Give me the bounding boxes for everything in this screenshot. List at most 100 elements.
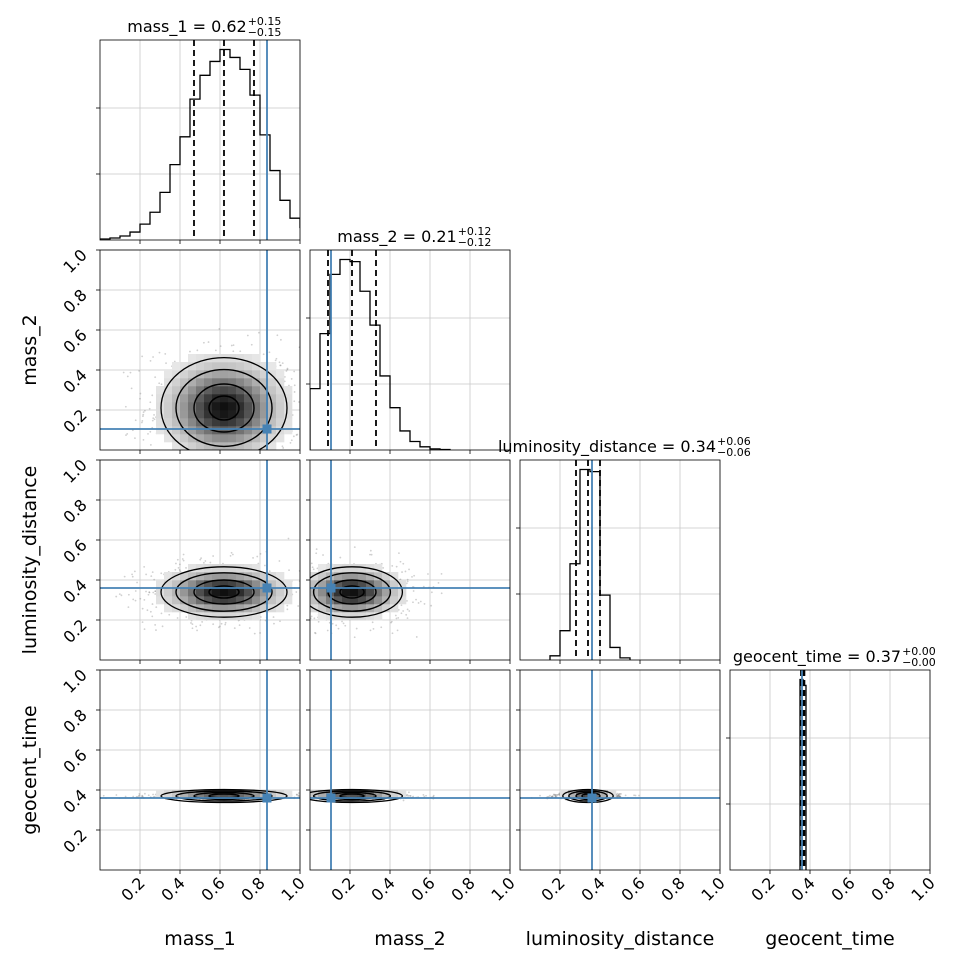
density-cell: [212, 418, 221, 427]
density-cell: [164, 378, 173, 387]
sample-point: [259, 552, 262, 555]
sample-point: [232, 344, 235, 347]
density-cell: [188, 418, 197, 427]
density-cell: [252, 378, 261, 387]
density-cell: [252, 572, 261, 581]
y-axis-label: geocent_time: [19, 705, 41, 834]
sample-point: [179, 570, 182, 573]
contour-2: [175, 572, 273, 612]
density-cell: [164, 426, 173, 435]
sample-point: [369, 549, 372, 552]
density-cell: [342, 588, 351, 597]
density-cell: [188, 790, 197, 799]
density-cell: [164, 580, 173, 589]
sample-point: [142, 411, 145, 413]
density-cell: [284, 588, 293, 597]
density-cell: [156, 394, 165, 403]
sample-point: [155, 629, 157, 631]
sample-point: [164, 353, 167, 355]
sample-point: [382, 567, 385, 569]
y-tick-label: 1.0: [59, 455, 90, 486]
sample-point: [115, 595, 118, 598]
density-cell: [204, 354, 213, 363]
density-cell: [212, 402, 221, 411]
sample-point: [304, 597, 306, 599]
density-cell: [236, 394, 245, 403]
sample-point: [301, 625, 303, 627]
panel-3-3: [730, 670, 931, 870]
sample-point: [198, 456, 200, 458]
density-cell: [318, 612, 327, 621]
density-cell: [268, 442, 277, 450]
sample-point: [307, 796, 309, 798]
density-cell: [276, 370, 285, 379]
density-cell: [196, 386, 205, 395]
contour-3: [310, 788, 404, 804]
sample-point: [288, 576, 290, 578]
density-cell: [358, 604, 367, 613]
density-cell: [244, 572, 253, 581]
density-cell: [268, 370, 277, 379]
density-cell: [188, 394, 197, 403]
contour-3: [160, 356, 288, 450]
sample-point: [141, 621, 144, 624]
density-cell: [276, 386, 285, 395]
sample-point: [185, 567, 187, 569]
density-cell: [204, 378, 213, 387]
sample-point: [558, 792, 561, 795]
sample-point: [137, 795, 140, 797]
sample-point: [261, 465, 263, 467]
density-cell: [284, 410, 293, 419]
sample-point: [406, 599, 408, 602]
contour-1: [193, 791, 255, 801]
density-cell: [358, 588, 367, 597]
sample-point: [134, 590, 137, 592]
density-cell: [576, 790, 585, 799]
density-cell: [244, 596, 253, 605]
sample-point: [315, 381, 317, 383]
sample-point: [335, 624, 338, 627]
sample-point: [141, 794, 144, 797]
sample-point: [148, 591, 151, 594]
density-cell: [276, 378, 285, 387]
density-cell: [212, 596, 221, 605]
contour-2: [175, 368, 273, 448]
sample-point: [148, 407, 151, 410]
sample-point: [138, 793, 141, 795]
density-cell: [204, 572, 213, 581]
density-cell: [228, 572, 237, 581]
density-cell: [236, 378, 245, 387]
density-cell: [276, 402, 285, 411]
density-cell: [276, 580, 285, 589]
sample-point: [278, 560, 281, 562]
sample-point: [151, 603, 154, 605]
title-main: mass_2 = 0.21: [337, 227, 456, 247]
sample-point: [141, 795, 144, 798]
sample-point: [145, 573, 148, 576]
density-cell: [268, 378, 277, 387]
sample-point: [173, 360, 176, 363]
density-cell: [204, 362, 213, 371]
density-cell: [204, 596, 213, 605]
density-cell: [188, 572, 197, 581]
sample-point: [412, 590, 415, 592]
sample-point: [390, 621, 392, 624]
sample-point: [322, 554, 324, 556]
sample-point: [369, 629, 372, 632]
density-cell: [196, 410, 205, 419]
density-cell: [188, 402, 197, 411]
sample-point: [319, 404, 321, 406]
density-cell: [180, 588, 189, 597]
sample-point: [223, 493, 225, 495]
sample-point: [115, 794, 118, 796]
sample-point: [305, 796, 307, 798]
sample-point: [123, 575, 126, 578]
density-cell: [172, 362, 181, 371]
title-sub: −0.12: [458, 236, 492, 249]
density-cell: [228, 418, 237, 427]
sample-point: [259, 616, 262, 618]
density-cell: [276, 418, 285, 427]
density-cell: [188, 378, 197, 387]
title-sup: +0.00: [902, 645, 936, 658]
